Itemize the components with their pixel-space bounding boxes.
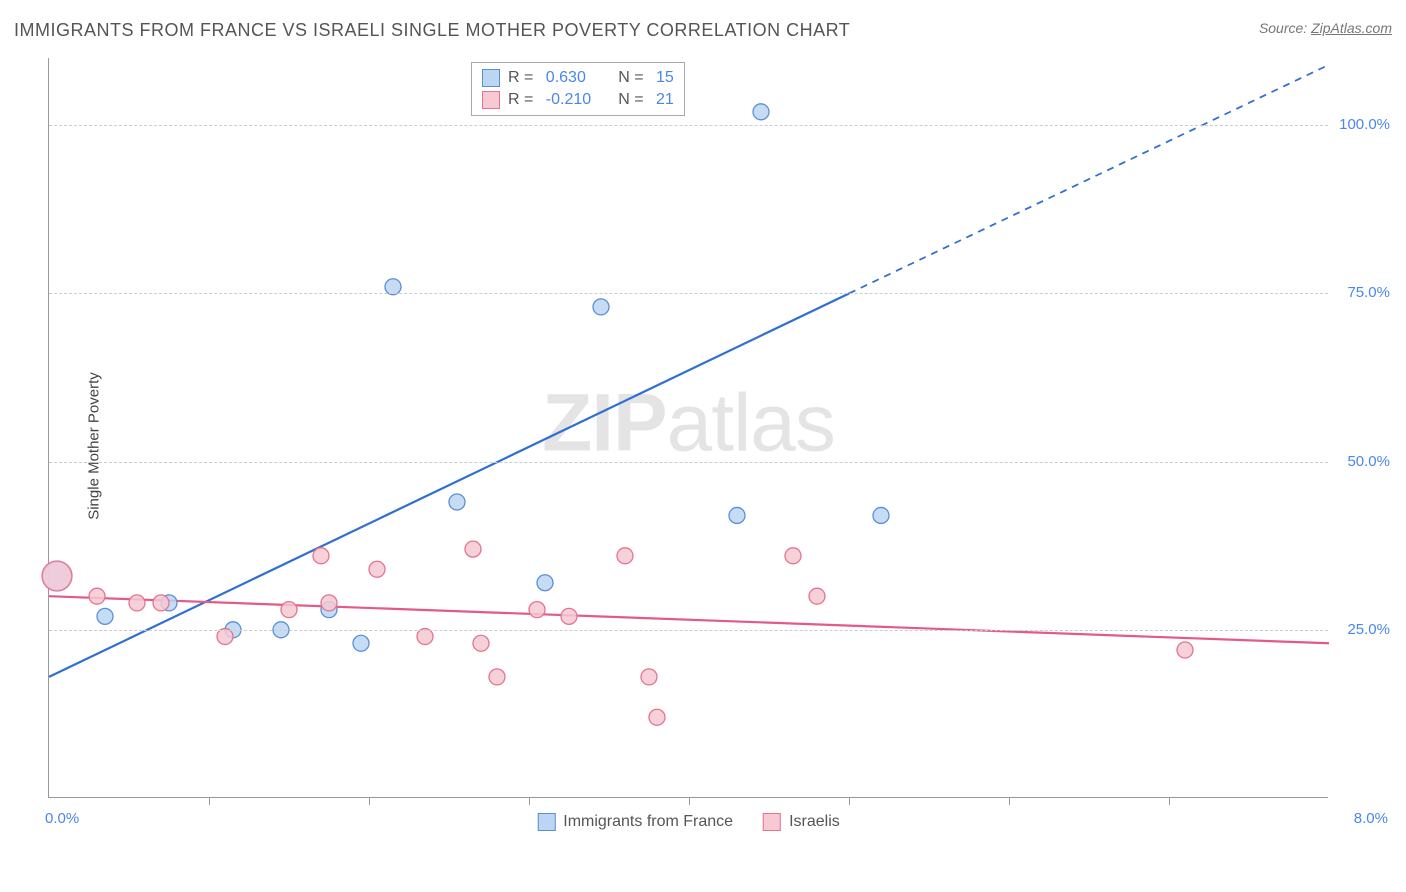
legend-r-value: -0.210: [546, 91, 606, 109]
x-tick: [849, 797, 850, 805]
data-point: [729, 507, 745, 523]
legend-swatch: [537, 813, 555, 831]
data-point: [529, 602, 545, 618]
data-point: [489, 669, 505, 685]
data-point: [785, 548, 801, 564]
data-point: [369, 561, 385, 577]
data-point: [217, 629, 233, 645]
trend-line: [49, 596, 1329, 643]
legend-r-label: R =: [508, 91, 538, 109]
y-tick-label: 100.0%: [1339, 116, 1390, 133]
data-point: [321, 595, 337, 611]
source-link[interactable]: ZipAtlas.com: [1311, 20, 1392, 36]
legend-row: R = -0.210 N = 21: [482, 89, 674, 111]
data-point: [561, 608, 577, 624]
trend-line-extrapolated: [849, 65, 1329, 294]
data-point: [97, 608, 113, 624]
data-point: [449, 494, 465, 510]
x-tick: [1169, 797, 1170, 805]
x-tick: [369, 797, 370, 805]
data-point: [153, 595, 169, 611]
correlation-legend: R = 0.630 N = 15R = -0.210 N = 21: [471, 62, 685, 116]
x-tick: [529, 797, 530, 805]
data-point: [617, 548, 633, 564]
series-legend-label: Israelis: [789, 813, 840, 831]
x-tick: [209, 797, 210, 805]
trend-line: [49, 293, 849, 676]
data-point: [281, 602, 297, 618]
y-tick-label: 50.0%: [1347, 453, 1390, 470]
data-point: [473, 635, 489, 651]
legend-r-label: R =: [508, 69, 538, 87]
legend-n-label: N =: [614, 69, 648, 87]
x-tick: [689, 797, 690, 805]
data-point: [417, 629, 433, 645]
chart-title: IMMIGRANTS FROM FRANCE VS ISRAELI SINGLE…: [14, 20, 850, 41]
legend-swatch: [763, 813, 781, 831]
source-credit: Source: ZipAtlas.com: [1259, 20, 1392, 36]
data-point: [42, 561, 72, 591]
series-legend: Immigrants from France Israelis: [537, 813, 840, 831]
x-tick-label-right: 8.0%: [1354, 810, 1388, 827]
series-legend-item: Israelis: [763, 813, 840, 831]
data-point: [353, 635, 369, 651]
legend-swatch: [482, 91, 500, 109]
data-point: [129, 595, 145, 611]
gridline: [49, 462, 1328, 463]
legend-n-value: 21: [656, 91, 674, 109]
data-point: [649, 709, 665, 725]
legend-n-label: N =: [614, 91, 648, 109]
data-point: [465, 541, 481, 557]
data-point: [809, 588, 825, 604]
legend-swatch: [482, 69, 500, 87]
data-point: [1177, 642, 1193, 658]
series-legend-label: Immigrants from France: [563, 813, 733, 831]
legend-n-value: 15: [656, 69, 674, 87]
data-point: [593, 299, 609, 315]
legend-r-value: 0.630: [546, 69, 606, 87]
gridline: [49, 125, 1328, 126]
data-point: [385, 279, 401, 295]
data-point: [313, 548, 329, 564]
data-point: [873, 507, 889, 523]
chart-svg: [49, 58, 1328, 797]
gridline: [49, 293, 1328, 294]
data-point: [641, 669, 657, 685]
legend-row: R = 0.630 N = 15: [482, 67, 674, 89]
data-point: [537, 575, 553, 591]
series-legend-item: Immigrants from France: [537, 813, 733, 831]
plot-area: ZIPatlas R = 0.630 N = 15R = -0.210 N = …: [48, 58, 1328, 798]
y-tick-label: 75.0%: [1347, 284, 1390, 301]
data-point: [753, 104, 769, 120]
data-point: [89, 588, 105, 604]
x-tick-label-left: 0.0%: [45, 810, 79, 827]
y-tick-label: 25.0%: [1347, 621, 1390, 638]
x-tick: [1009, 797, 1010, 805]
source-label: Source:: [1259, 20, 1311, 36]
gridline: [49, 630, 1328, 631]
